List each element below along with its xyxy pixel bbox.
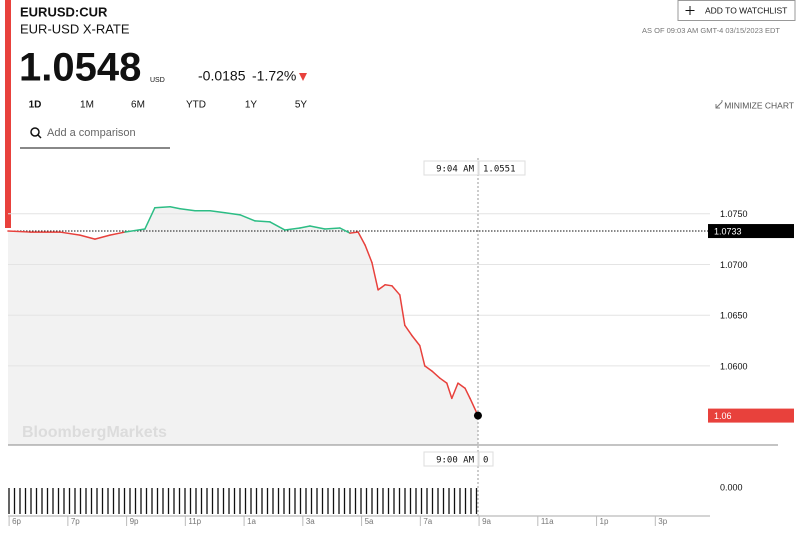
price-line-segment bbox=[357, 231, 366, 246]
price-line-segment bbox=[179, 207, 196, 212]
button-frame[interactable] bbox=[677, 0, 796, 21]
plot: 1.0750 1.0700 1.0650 1.0600 1.0733 1.06 Bloomb… bbox=[7, 158, 794, 526]
x-tick-label: 11p bbox=[188, 517, 201, 526]
accent-bar bbox=[5, 0, 11, 228]
price-line-segment bbox=[446, 382, 453, 400]
last-value-label: 1.06 bbox=[714, 411, 732, 421]
change: -0.0185 bbox=[198, 68, 246, 84]
currency: USD bbox=[150, 77, 165, 84]
search-icon-handle bbox=[37, 134, 42, 139]
instrument-name: EUR-USD X-RATE bbox=[20, 21, 130, 36]
range-tab[interactable]: 6M bbox=[131, 100, 145, 111]
volume-tick-label: 0.000 bbox=[720, 482, 743, 492]
price: 1.0548 bbox=[19, 46, 141, 90]
plus-icon bbox=[685, 6, 695, 15]
range-tab[interactable]: 1M bbox=[80, 100, 94, 111]
x-tick-label: 9a bbox=[482, 517, 491, 526]
price-line-segment bbox=[224, 212, 241, 216]
down-arrow bbox=[299, 73, 307, 81]
crosshair-value-box bbox=[478, 160, 526, 176]
last-point bbox=[473, 411, 482, 420]
x-tick-label: 3a bbox=[306, 517, 315, 526]
price-line-segment bbox=[364, 244, 373, 264]
price-line-segment bbox=[269, 221, 286, 231]
symbol: EURUSD:CUR bbox=[20, 4, 108, 19]
x-tick-label: 7a bbox=[423, 517, 432, 526]
price-line-segment bbox=[254, 220, 271, 223]
price-line-segment bbox=[239, 214, 256, 222]
crosshair-value: 1.0551 bbox=[483, 165, 516, 175]
price-line-segment bbox=[324, 227, 341, 230]
price-line-segment bbox=[464, 387, 471, 400]
price-line-segment bbox=[384, 284, 393, 287]
price-line-segment bbox=[404, 324, 413, 337]
price-line-segment bbox=[424, 365, 433, 372]
minimize-icon bbox=[715, 100, 723, 109]
price-line-segment bbox=[349, 231, 359, 234]
price-line-segment bbox=[457, 382, 466, 389]
minimize-link[interactable]: MINIMIZE CHART bbox=[724, 100, 794, 110]
price-line-segment bbox=[339, 227, 351, 234]
x-tick-label: 7p bbox=[71, 517, 80, 526]
price-line-segment bbox=[399, 294, 406, 327]
range-tab[interactable]: 5Y bbox=[295, 100, 308, 111]
price-line-segment bbox=[109, 231, 126, 236]
y-tick-label: 1.0600 bbox=[720, 361, 748, 371]
price-line-segment bbox=[431, 370, 441, 379]
x-tick-label: 9p bbox=[130, 517, 139, 526]
y-tick-label: 1.0650 bbox=[720, 311, 748, 321]
range-tab[interactable]: YTD bbox=[186, 100, 206, 111]
price-line-segment bbox=[59, 231, 81, 236]
price-line-segment bbox=[377, 284, 386, 291]
watchlist-button[interactable]: ADD TO WATCHLIST bbox=[677, 0, 796, 21]
volume-value-box bbox=[478, 451, 494, 467]
price-line-segment bbox=[299, 225, 311, 229]
x-tick-label: 6p bbox=[12, 517, 21, 526]
button-label[interactable]: ADD TO WATCHLIST bbox=[705, 5, 787, 15]
range-tab[interactable]: 1D bbox=[29, 100, 42, 111]
area bbox=[8, 206, 478, 445]
crosshair-time-box bbox=[423, 160, 479, 176]
comparison-input[interactable]: Add a comparison bbox=[47, 127, 136, 139]
price-line-segment bbox=[124, 228, 146, 233]
price-line-segment bbox=[169, 205, 181, 210]
price-line-segment bbox=[209, 210, 226, 214]
y-tick-label: 1.0750 bbox=[720, 209, 748, 219]
price-line-segment bbox=[144, 206, 156, 230]
previous-close-label: 1.0733 bbox=[714, 226, 742, 236]
price-line-segment bbox=[391, 285, 401, 296]
price-line-segment bbox=[439, 377, 448, 384]
price-line-segment bbox=[94, 234, 111, 240]
volume-time: 9:00 AM bbox=[436, 456, 475, 466]
price-line-segment bbox=[284, 227, 301, 231]
price-line-segment bbox=[79, 234, 96, 240]
price-line-segment bbox=[419, 344, 426, 367]
change-pct: -1.72% bbox=[252, 68, 296, 84]
y-tick-label: 1.0700 bbox=[720, 260, 748, 270]
x-tick-label: 11a bbox=[541, 517, 554, 526]
price-line-segment bbox=[411, 334, 421, 347]
volume-time-box bbox=[423, 451, 479, 467]
crosshair-time: 9:04 AM bbox=[436, 165, 475, 175]
range-tabs: 1D 1M 6M YTD 1Y 5Y bbox=[29, 100, 308, 111]
volume-value: 0 bbox=[483, 456, 488, 466]
previous-close-box bbox=[708, 224, 794, 239]
last-value-box bbox=[708, 408, 794, 423]
x-tick-label: 5a bbox=[365, 517, 374, 526]
price-line-segment bbox=[154, 205, 171, 209]
x-tick-label: 1p bbox=[600, 517, 609, 526]
price-line-segment bbox=[309, 225, 326, 230]
x-tick-label: 1a bbox=[247, 517, 256, 526]
price-line-segment bbox=[451, 382, 459, 400]
price-line-segment bbox=[7, 230, 31, 233]
timestamp: AS OF 09:03 AM GMT-4 03/15/2023 EDT bbox=[642, 26, 780, 35]
price-line-segment bbox=[371, 261, 379, 291]
x-tick-label: 3p bbox=[658, 517, 667, 526]
watermark: BloombergMarkets bbox=[22, 424, 167, 441]
search-icon bbox=[30, 127, 40, 137]
range-tab[interactable]: 1Y bbox=[245, 100, 258, 111]
